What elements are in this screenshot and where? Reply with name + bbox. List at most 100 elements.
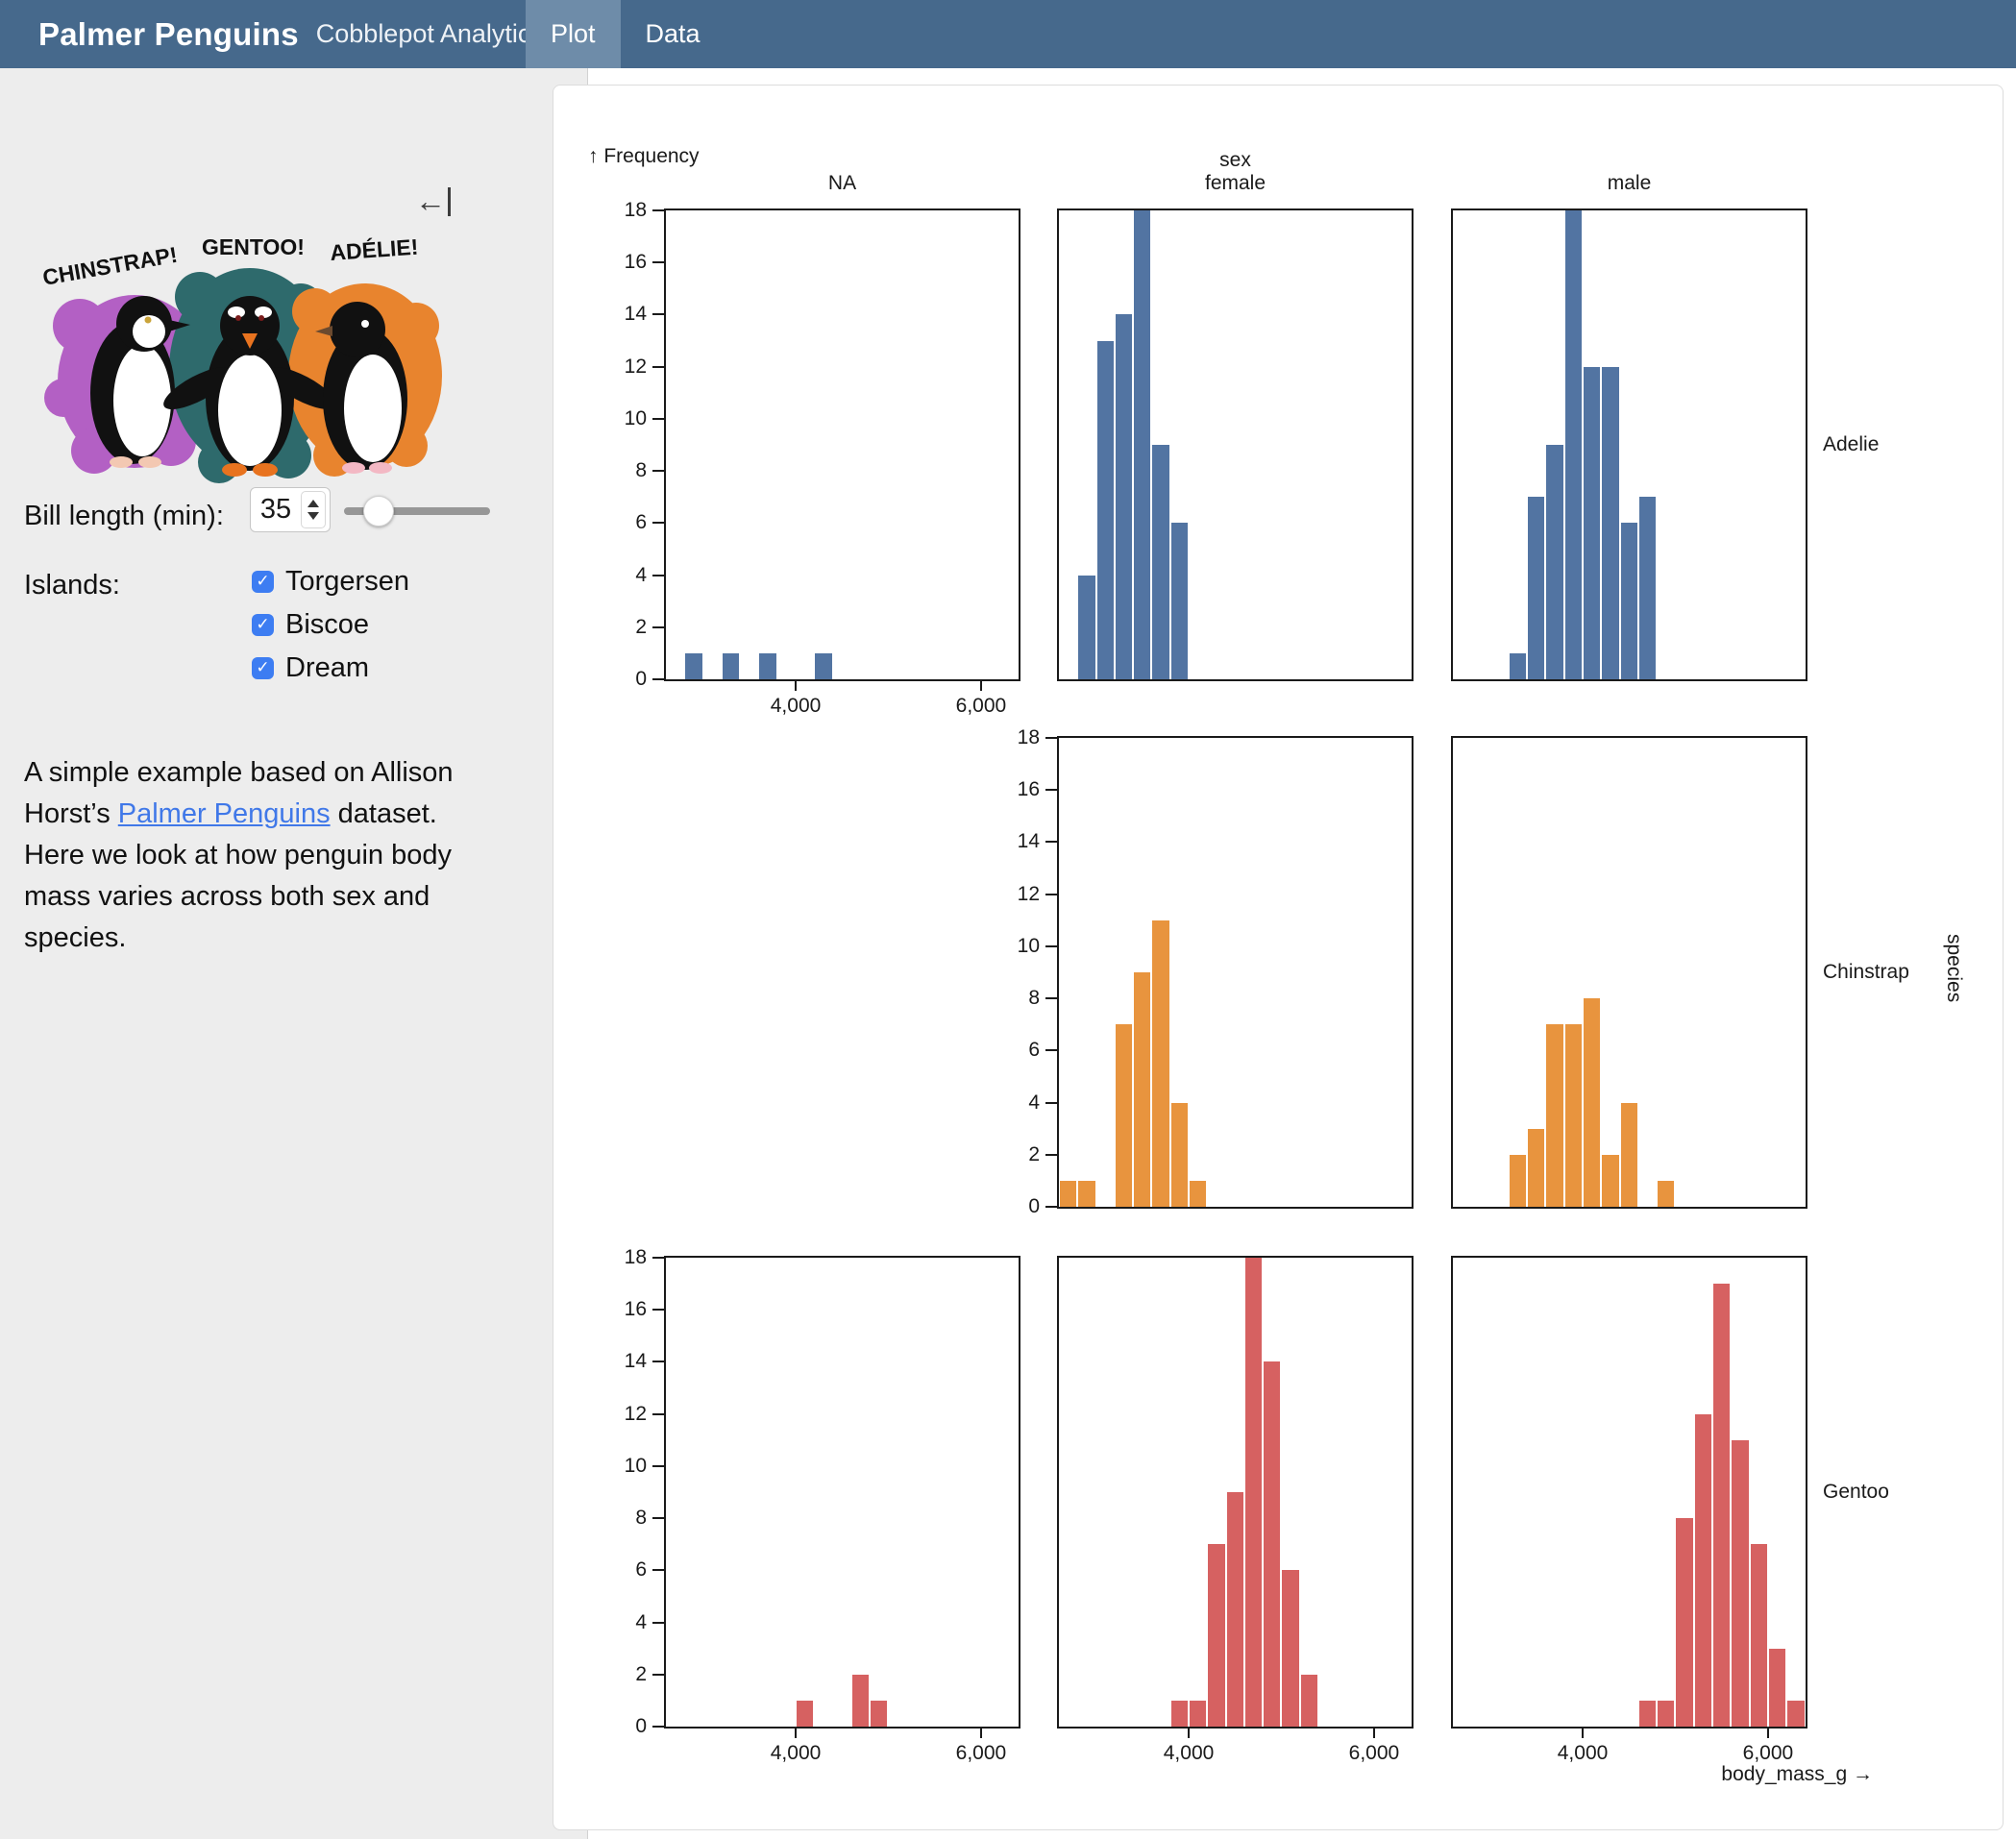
histogram-bar: [685, 652, 702, 679]
bar-icon: [448, 186, 451, 216]
histogram-bar: [1564, 210, 1583, 679]
island-label-dream: Dream: [285, 651, 370, 683]
x-tick-label: 6,000: [1742, 1742, 1794, 1764]
histogram-bar: [1584, 998, 1601, 1207]
histogram-bar: [1638, 1700, 1657, 1727]
histogram-bar: [1060, 1180, 1077, 1207]
y-tick-mark: [652, 1726, 664, 1728]
bill-length-slider[interactable]: [344, 496, 490, 527]
y-tick-label: 0: [635, 668, 647, 690]
y-tick-mark: [1045, 789, 1057, 792]
histogram-bar: [1115, 314, 1133, 679]
x-axis-title: body_mass_g →: [1721, 1763, 1873, 1785]
y-tick-mark: [1045, 841, 1057, 844]
y-tick-label: 12: [1017, 882, 1040, 905]
x-tick-label: 4,000: [1163, 1742, 1215, 1764]
collapse-sidebar-button[interactable]: ←: [415, 184, 451, 219]
x-tick-mark: [795, 1729, 798, 1738]
app-subtitle: Cobblepot Analytics: [315, 19, 544, 48]
y-tick-label: 10: [1017, 934, 1040, 957]
tab-data[interactable]: Data: [645, 19, 701, 48]
island-checkbox-torgersen[interactable]: ✓ Torgersen: [252, 566, 409, 597]
checkbox-checked-icon[interactable]: ✓: [252, 570, 274, 593]
x-tick-mark: [979, 681, 982, 691]
y-tick-mark: [652, 1361, 664, 1363]
bill-length-label: Bill length (min):: [24, 501, 224, 531]
histogram-bar: [1152, 445, 1169, 679]
island-checkbox-biscoe[interactable]: ✓ Biscoe: [252, 609, 369, 640]
histogram-bar: [797, 1700, 814, 1727]
gentoo-penguin-icon: [163, 296, 336, 477]
island-checkbox-dream[interactable]: ✓ Dream: [252, 652, 369, 683]
histogram-bar: [1264, 1361, 1281, 1727]
x-tick-mark: [979, 1729, 982, 1738]
facet-Adelie-female: [1057, 208, 1414, 681]
y-axis-title: ↑ Frequency: [588, 145, 700, 167]
y-tick-label: 8: [635, 1507, 647, 1530]
facet-Chinstrap-male: [1451, 736, 1807, 1209]
y-tick-mark: [652, 209, 664, 211]
bill-length-input[interactable]: 35: [250, 487, 331, 532]
checkbox-checked-icon[interactable]: ✓: [252, 656, 274, 679]
y-tick-label: 12: [624, 1402, 647, 1425]
y-tick-label: 0: [1028, 1195, 1040, 1217]
histogram-bar: [759, 652, 776, 679]
facet-column-header-female: sex female: [1057, 145, 1414, 195]
y-tick-mark: [1045, 1101, 1057, 1104]
histogram-bar: [1564, 1024, 1583, 1207]
y-tick-label: 4: [635, 1610, 647, 1633]
y-tick-mark: [652, 1517, 664, 1520]
checkbox-checked-icon[interactable]: ✓: [252, 613, 274, 636]
y-tick-mark: [652, 470, 664, 473]
y-tick-label: 4: [635, 563, 647, 586]
facet-row-label-Adelie: Adelie: [1823, 433, 1880, 455]
y-tick-label: 16: [624, 1298, 647, 1321]
y-tick-mark: [1045, 893, 1057, 895]
y-tick-label: 0: [635, 1715, 647, 1737]
y-tick-mark: [652, 365, 664, 368]
histogram-bar: [1152, 920, 1169, 1207]
histogram-bar: [1134, 210, 1151, 679]
description-after: dataset. Here we look at how penguin bod…: [24, 798, 452, 953]
histogram-bar: [1658, 1180, 1675, 1207]
histogram-bar: [1602, 1154, 1619, 1207]
y-tick-label: 2: [635, 615, 647, 638]
stepper-down-icon[interactable]: [307, 512, 319, 520]
x-tick-label: 6,000: [1348, 1742, 1400, 1764]
y-tick-mark: [1045, 737, 1057, 739]
histogram-bar: [1750, 1544, 1767, 1727]
histogram-bar: [1620, 1102, 1637, 1207]
adelie-art-label: ADÉLIE!: [329, 233, 419, 265]
histogram-bar: [851, 1674, 870, 1727]
facet-Adelie-male: [1451, 208, 1807, 681]
stepper-buttons[interactable]: [301, 491, 326, 528]
histogram-bar: [1584, 366, 1601, 679]
y-tick-mark: [652, 522, 664, 525]
y-tick-mark: [652, 1621, 664, 1624]
app-header: Palmer Penguins Cobblepot Analytics Plot…: [0, 0, 2016, 68]
island-label-torgersen: Torgersen: [285, 565, 409, 597]
stepper-up-icon[interactable]: [307, 500, 319, 507]
facet-column-header-NA: NA: [664, 145, 1020, 195]
island-label-biscoe: Biscoe: [285, 608, 370, 640]
histogram-bar: [1078, 1180, 1095, 1207]
slider-track[interactable]: [344, 507, 490, 515]
y-tick-label: 6: [1028, 1039, 1040, 1062]
y-tick-label: 2: [635, 1662, 647, 1685]
facet-Chinstrap-female: [1057, 736, 1414, 1209]
y-tick-mark: [652, 1673, 664, 1676]
histogram-bar: [871, 1700, 888, 1727]
islands-label: Islands:: [24, 570, 120, 601]
palmer-penguins-link[interactable]: Palmer Penguins: [117, 798, 331, 829]
y-tick-label: 4: [1028, 1091, 1040, 1114]
slider-thumb[interactable]: [363, 496, 394, 527]
chinstrap-art-label: CHINSTRAP!: [40, 242, 179, 290]
y-tick-label: 16: [1017, 778, 1040, 801]
y-tick-mark: [652, 261, 664, 264]
tab-plot[interactable]: Plot: [526, 0, 621, 68]
histogram-bar: [1190, 1180, 1207, 1207]
histogram-bar: [1546, 445, 1563, 679]
histogram-bar: [1096, 340, 1114, 679]
column-label: NA: [827, 172, 857, 194]
